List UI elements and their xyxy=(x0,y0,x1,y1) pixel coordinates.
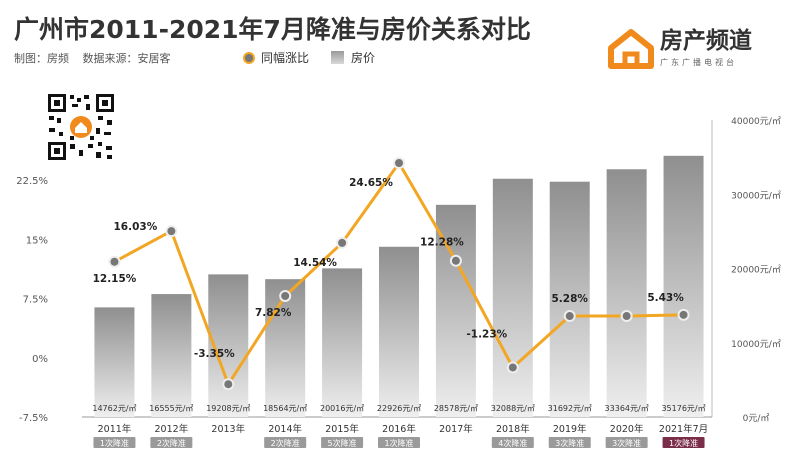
price-bar-value-label: 31692元/㎡ xyxy=(548,404,592,413)
policy-badge-background xyxy=(264,437,307,448)
x-axis-category-label: 2013年 xyxy=(211,423,245,435)
policy-badge-label: 2次降准 xyxy=(271,438,300,448)
source-text: 数据来源：安居客 xyxy=(82,52,171,65)
growth-rate-marker xyxy=(449,254,462,267)
growth-rate-label: 12.15% xyxy=(93,273,137,285)
policy-badge-label: 3次降准 xyxy=(612,438,641,448)
price-bar-value-label: 20016元/㎡ xyxy=(320,404,364,413)
growth-rate-label: -1.23% xyxy=(466,328,507,340)
policy-badge-background xyxy=(491,437,534,448)
price-bar xyxy=(94,307,135,417)
price-bar-value-label: 35176元/㎡ xyxy=(661,404,705,413)
policy-badge-background xyxy=(150,437,193,448)
price-bar xyxy=(606,169,647,417)
x-axis-category-label: 2014年 xyxy=(268,423,302,435)
growth-rate-marker xyxy=(165,225,178,238)
legend-line-item: 同幅涨比 xyxy=(243,49,309,66)
x-axis-category-label: 2016年 xyxy=(382,423,416,435)
policy-badge-background xyxy=(605,437,648,448)
price-bar xyxy=(379,246,419,417)
price-bar xyxy=(492,178,533,417)
right-axis-tick-label: 40000元/㎡ xyxy=(731,116,781,127)
legend-bar-label: 房价 xyxy=(351,51,376,65)
growth-rate-label: -3.35% xyxy=(194,348,235,360)
legend-bar-swatch xyxy=(331,51,345,64)
price-bar xyxy=(322,268,363,417)
price-bar-value-label: 33364元/㎡ xyxy=(605,404,649,413)
growth-rate-marker xyxy=(222,378,235,391)
policy-badge-background xyxy=(378,437,420,448)
right-axis-tick-label: 30000元/㎡ xyxy=(731,190,781,201)
policy-badge-label: 3次降准 xyxy=(555,438,584,448)
x-axis-category-label: 2012年 xyxy=(155,423,189,435)
price-bar-value-label: 14762元/㎡ xyxy=(92,404,136,413)
policy-badge-background xyxy=(662,437,705,448)
house-logo-icon xyxy=(608,29,654,69)
policy-badge-label: 1次降准 xyxy=(669,438,698,448)
brand-sub: 广东广播电视台 xyxy=(660,58,737,67)
left-axis-tick-label: 15% xyxy=(26,235,48,246)
price-bar-value-label: 18564元/㎡ xyxy=(263,404,307,413)
policy-badge-label: 1次降准 xyxy=(100,438,129,448)
price-bar-value-label: 28578元/㎡ xyxy=(434,404,478,413)
growth-rate-label: 7.82% xyxy=(255,307,292,319)
growth-rate-label: 5.43% xyxy=(647,292,684,304)
left-axis-tick-label: 7.5% xyxy=(23,295,48,306)
price-bar xyxy=(549,181,590,417)
policy-badge-label: 1次降准 xyxy=(384,438,413,448)
legend-line-label: 同幅涨比 xyxy=(261,51,310,65)
growth-rate-marker xyxy=(336,236,349,249)
x-axis-category-label: 2020年 xyxy=(610,423,644,435)
x-axis-category-label: 2017年 xyxy=(439,423,473,435)
policy-badge-background xyxy=(321,437,364,448)
price-bar-value-label: 16555元/㎡ xyxy=(149,404,193,413)
growth-rate-label: 5.28% xyxy=(552,293,589,305)
policy-badge-background xyxy=(548,437,591,448)
right-axis-tick-label: 20000元/㎡ xyxy=(731,265,781,276)
chart-title: 广州市2011-2021年7月降准与房价关系对比 xyxy=(14,15,531,44)
price-bar-value-label: 19208元/㎡ xyxy=(206,404,250,413)
credit-text: 制图：房频 xyxy=(14,52,69,65)
growth-rate-marker xyxy=(620,310,633,323)
brand-block: 房产频道 广东广播电视台 xyxy=(608,28,752,70)
left-axis-tick-label: 22.5% xyxy=(16,176,48,187)
growth-rate-marker xyxy=(506,361,519,374)
growth-rate-label: 14.54% xyxy=(293,257,337,269)
x-axis-category-label: 2015年 xyxy=(325,423,359,435)
growth-rate-marker xyxy=(393,157,405,170)
x-axis-category-label: 2021年7月 xyxy=(659,423,708,435)
policy-badge-label: 2次降准 xyxy=(157,438,186,448)
right-axis-tick-label: 0元/㎡ xyxy=(743,413,770,424)
growth-rate-marker xyxy=(279,289,292,302)
left-axis-tick-label: 0% xyxy=(32,354,48,365)
qr-code-icon xyxy=(46,92,116,162)
price-bar-value-label: 32088元/㎡ xyxy=(491,404,535,413)
x-axis-category-label: 2019年 xyxy=(553,423,587,435)
chart-credits: 制图：房频 数据来源：安居客 xyxy=(14,50,181,66)
chart-legend: 同幅涨比 房价 xyxy=(243,49,397,66)
price-bar xyxy=(265,279,306,417)
price-bar xyxy=(151,294,192,417)
growth-rate-label: 24.65% xyxy=(349,177,393,189)
growth-rate-marker xyxy=(677,308,690,321)
left-axis-tick-label: -7.5% xyxy=(19,413,48,424)
growth-rate-marker xyxy=(108,255,121,268)
growth-rate-label: 16.03% xyxy=(113,221,157,233)
legend-bar-item: 房价 xyxy=(331,49,375,66)
x-axis-category-label: 2018年 xyxy=(496,423,530,435)
price-bar xyxy=(663,155,704,417)
x-axis-category-label: 2011年 xyxy=(98,423,132,435)
right-axis-tick-label: 10000元/㎡ xyxy=(731,339,781,350)
policy-badge-label: 4次降准 xyxy=(498,438,527,448)
policy-badge-label: 5次降准 xyxy=(328,438,357,448)
growth-rate-label: 12.28% xyxy=(420,237,464,249)
legend-line-marker xyxy=(243,51,255,64)
policy-badge-background xyxy=(93,437,136,448)
brand-name: 房产频道 xyxy=(660,28,752,54)
price-bar-value-label: 22926元/㎡ xyxy=(377,404,421,413)
growth-rate-marker xyxy=(563,310,576,323)
